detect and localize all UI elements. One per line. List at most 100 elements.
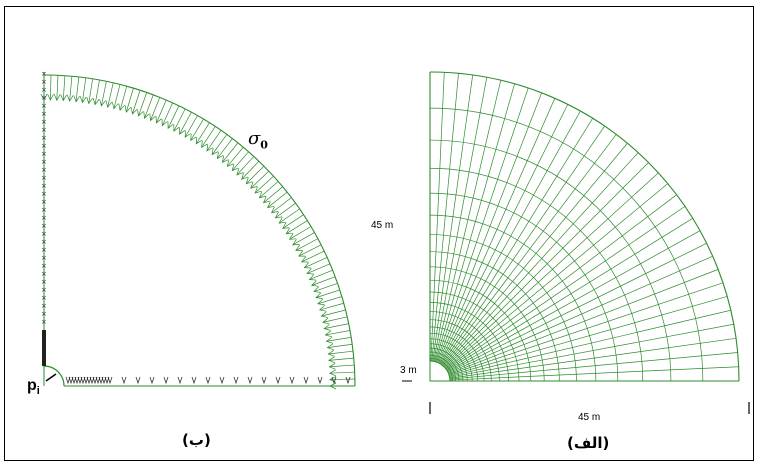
- roller-support-mark: [275, 376, 281, 385]
- internal-pressure-label: pi: [27, 377, 40, 398]
- stress-arrow: [282, 214, 304, 229]
- mesh-radial-line: [449, 323, 734, 378]
- stress-arrow-head: [99, 99, 106, 107]
- mesh-arc: [429, 279, 532, 382]
- stress-arrow: [254, 175, 274, 194]
- stress-arrow: [161, 102, 173, 126]
- stress-arrow-head: [216, 151, 224, 160]
- roller-support-mark: ×: [41, 246, 47, 254]
- mesh-arc: [429, 343, 468, 382]
- stress-arrow-head: [184, 130, 191, 138]
- stress-arrow-head: [298, 250, 306, 257]
- roller-support-mark: [261, 376, 267, 385]
- roller-support-mark: [303, 376, 309, 385]
- stress-arrow: [285, 220, 308, 235]
- stress-arrow-head: [324, 330, 332, 338]
- right-mesh-grid: [429, 71, 740, 382]
- roller-support-mark: [317, 376, 323, 385]
- stress-arrow: [227, 147, 244, 167]
- stress-arrow-head: [190, 133, 197, 142]
- stress-arrow-head: [47, 93, 54, 101]
- stress-arrow-head: [161, 118, 168, 127]
- stress-arrow-head: [322, 317, 330, 325]
- roller-support-mark: ×: [41, 198, 47, 206]
- mesh-arc: [429, 71, 740, 382]
- mesh-radial-line: [446, 218, 693, 371]
- stress-arrow-head: [86, 97, 93, 105]
- roller-support-mark: [149, 376, 155, 385]
- roller-support-mark: ×: [41, 286, 47, 294]
- stress-arrow-head: [323, 324, 331, 331]
- tunnel-radius-label: 3 m: [400, 365, 417, 376]
- mesh-radial-line: [435, 83, 515, 362]
- mesh-radial-line: [449, 309, 731, 377]
- stress-arrow-head: [288, 233, 297, 240]
- stress-arrow-head: [306, 268, 314, 275]
- stress-arrow: [329, 378, 355, 380]
- stress-arrow: [329, 371, 355, 374]
- height-dimension-label: 45 m: [371, 220, 394, 231]
- mesh-radial-line: [444, 172, 659, 368]
- roller-support-mark: ×: [41, 206, 47, 214]
- stress-arrow: [179, 111, 192, 135]
- stress-arrow: [150, 97, 161, 121]
- stress-arrow: [75, 76, 80, 102]
- stress-arrow: [206, 130, 222, 152]
- stress-arrow-head: [66, 94, 74, 102]
- stress-arrow: [322, 316, 348, 323]
- stress-arrow-head: [315, 292, 323, 299]
- mesh-radial-line: [447, 242, 707, 373]
- roller-support-mark: ×: [41, 214, 47, 222]
- stress-arrow-head: [328, 356, 336, 364]
- mesh-arc: [429, 139, 672, 382]
- stress-arrow: [271, 197, 292, 214]
- stress-arrow-head: [262, 196, 271, 204]
- figure-frame: [4, 6, 754, 461]
- stress-arrow: [184, 115, 198, 138]
- stress-arrow-head: [278, 217, 286, 224]
- roller-support-mark: ×: [41, 278, 47, 286]
- stress-arrow-head: [325, 337, 333, 344]
- stress-arrow-head: [201, 140, 208, 148]
- stress-arrow: [132, 90, 141, 115]
- stress-arrow: [325, 330, 351, 336]
- outer-boundary-arc: [43, 74, 356, 387]
- mesh-radial-line: [441, 125, 605, 365]
- roller-support-mark: ×: [41, 166, 47, 174]
- stress-arrow: [167, 105, 180, 129]
- mesh-arc: [429, 319, 492, 382]
- stress-arrow: [50, 75, 52, 101]
- stress-arrow: [324, 323, 349, 329]
- stress-arrow-head: [167, 121, 174, 130]
- stress-arrow-head: [313, 286, 321, 293]
- stress-arrow: [62, 75, 66, 101]
- roller-support-mark: [219, 376, 225, 385]
- stress-arrow: [292, 232, 315, 246]
- mesh-radial-line: [448, 255, 713, 374]
- roller-support-mark: ×: [41, 230, 47, 238]
- stress-arrow-head: [320, 311, 328, 318]
- roller-support-mark: ×: [41, 142, 47, 150]
- stress-arrow: [295, 238, 319, 251]
- mesh-radial-line: [442, 143, 628, 366]
- stress-arrow-head: [328, 363, 336, 370]
- mesh-arc: [429, 107, 704, 382]
- roller-support-mark: ×: [41, 302, 47, 310]
- roller-support-mark: ×: [41, 78, 47, 86]
- stress-arrow: [317, 296, 342, 305]
- mesh-arc: [429, 358, 453, 382]
- mesh-radial-line: [439, 110, 581, 364]
- mesh-radial-line: [434, 80, 502, 362]
- mesh-radial-line: [446, 206, 686, 370]
- stress-arrow-head: [308, 274, 317, 281]
- mesh-radial-line: [449, 337, 737, 379]
- stress-arrow-head: [285, 227, 293, 235]
- stress-arrow-head: [206, 144, 213, 152]
- mesh-arc: [429, 351, 460, 382]
- stress-arrow-head: [221, 155, 229, 164]
- tunnel-opening: [429, 360, 451, 382]
- mesh-radial-line: [449, 352, 738, 380]
- stress-arrow: [88, 78, 93, 104]
- mesh-arc: [429, 251, 560, 382]
- stress-arrow-head: [328, 369, 336, 377]
